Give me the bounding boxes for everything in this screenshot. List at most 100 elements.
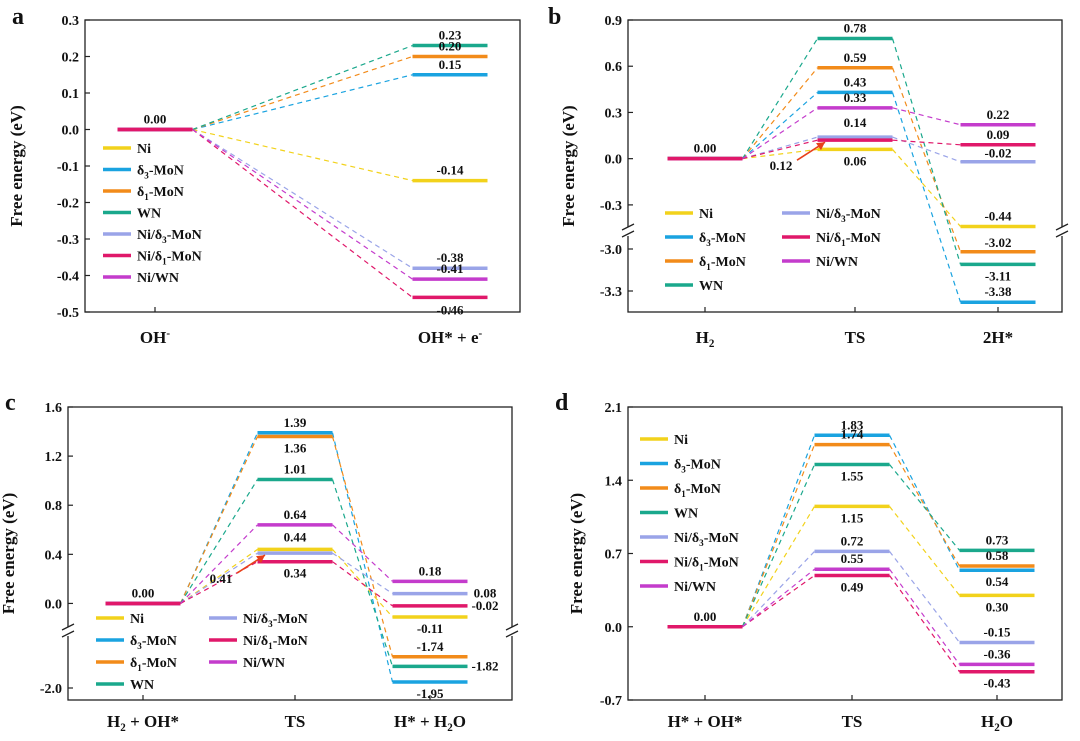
y-tick-label-a-1: 0.2 — [62, 51, 80, 66]
value-label-d-WN-1: 1.55 — [841, 469, 864, 484]
axis-break-mark-b-0b — [621, 230, 635, 238]
connector-c-δ1-MoN-0 — [179, 436, 259, 604]
value-label-b-Ni/δ3-MoN-1: 0.14 — [844, 115, 867, 130]
value-label-d-Ni-1: 1.15 — [841, 510, 864, 525]
y-tick-label-a-6: -0.3 — [57, 233, 79, 248]
legend-label-b-2: δ1-MoN — [699, 255, 746, 272]
legend-label-b-3: WN — [699, 279, 723, 294]
state-label-d-2: H2O — [981, 712, 1013, 734]
value-label-d-δ3-MoN-2: 0.54 — [986, 574, 1009, 589]
connector-b-Ni-1 — [892, 149, 961, 227]
connector-b-Ni/WN-0 — [742, 107, 818, 160]
connector-c-Ni/WN-0 — [180, 524, 258, 604]
value-label-c-δ3-MoN-1: 1.39 — [284, 415, 307, 430]
connector-b-Ni-0 — [742, 148, 818, 160]
connector-a-WN-0 — [192, 44, 413, 131]
value-label-b-δ3-MoN-2: -3.38 — [984, 284, 1012, 299]
y-tick-label-d-0: 2.1 — [605, 401, 623, 416]
connector-d-δ3-MoN-0 — [741, 435, 816, 627]
state-label-d-0: H* + OH* — [668, 712, 743, 731]
legend-label-d-4: Ni/δ3-MoN — [674, 531, 739, 548]
y-tick-label-b-4: -0.3 — [600, 199, 622, 214]
state-label-c-1: TS — [285, 712, 306, 731]
connector-b-δ1-MoN-1 — [891, 67, 962, 253]
y-tick-label-a-8: -0.5 — [57, 306, 79, 321]
panel-letter-b: b — [548, 4, 561, 30]
connector-c-Ni/δ1-MoN-1 — [332, 561, 393, 607]
y-tick-label-a-0: 0.3 — [62, 14, 80, 29]
legend-label-a-6: Ni/WN — [137, 271, 179, 286]
legend-label-d-6: Ni/WN — [674, 580, 716, 595]
connector-b-WN-1 — [891, 38, 962, 265]
connector-b-Ni/WN-1 — [892, 107, 961, 126]
axis-break-mark-c-1b — [505, 630, 519, 638]
connector-b-δ1-MoN-0 — [742, 67, 818, 160]
y-tick-label-b-1: 0.6 — [605, 60, 623, 75]
y-axis-title-c: Free energy (eV) — [0, 493, 18, 614]
connector-d-δ1-MoN-1 — [888, 444, 961, 567]
connector-c-δ1-MoN-1 — [331, 436, 394, 657]
connector-a-Ni/δ1-MoN-0 — [192, 129, 413, 298]
axis-break-mark-c-0a — [61, 623, 75, 631]
legend-label-c-5: Ni/δ1-MoN — [243, 634, 308, 651]
legend-label-b-5: Ni/δ1-MoN — [816, 231, 881, 248]
legend-label-c-3: WN — [130, 678, 154, 693]
axis-break-mark-b-1a — [1055, 223, 1069, 231]
connector-b-Ni/δ1-MoN-0 — [742, 139, 818, 160]
connector-d-Ni-1 — [889, 506, 960, 596]
connector-c-WN-0 — [179, 479, 259, 604]
connector-b-δ3-MoN-1 — [891, 92, 962, 303]
y-axis-title-d: Free energy (eV) — [567, 493, 586, 614]
state-label-b-2: 2H* — [983, 328, 1013, 347]
value-label-b-Ni/WN-2: 0.22 — [987, 107, 1010, 122]
connector-b-δ3-MoN-0 — [742, 91, 818, 160]
axis-break-mask-right-c — [508, 627, 516, 636]
value-label-b-δ1-MoN-2: -3.02 — [984, 235, 1011, 250]
connector-b-WN-0 — [741, 38, 819, 159]
state-label-b-1: TS — [845, 328, 866, 347]
connector-c-Ni-0 — [180, 548, 258, 604]
value-label-b-δ1-MoN-1: 0.59 — [844, 50, 867, 65]
axis-break-mark-b-1b — [1055, 230, 1069, 238]
value-label-b-WN-1: 0.78 — [844, 20, 867, 35]
value-label-b-Ni/δ3-MoN-2: -0.02 — [984, 146, 1011, 161]
y-tick-label-c-4: 0.0 — [45, 597, 63, 612]
y-tick-label-c-1: 1.2 — [45, 450, 63, 465]
annotation-label-c: 0.41 — [210, 571, 233, 586]
y-tick-label-d-2: 0.7 — [605, 548, 623, 563]
value-label-b-Ni-2: -0.44 — [984, 208, 1012, 223]
value-label-d-δ1-MoN-2: 0.58 — [986, 548, 1009, 563]
state-label-c-0: H2 + OH* — [107, 712, 179, 734]
connector-c-WN-1 — [331, 479, 394, 667]
y-axis-title-b: Free energy (eV) — [559, 105, 578, 226]
start-value-label-d: 0.00 — [694, 609, 717, 624]
state-label-a-0: OH- — [140, 328, 170, 347]
axis-break-mask-right-b — [1058, 227, 1066, 236]
value-label-b-WN-2: -3.11 — [985, 268, 1011, 283]
connector-c-Ni/δ3-MoN-1 — [332, 552, 393, 595]
value-label-c-Ni/δ3-MoN-2: 0.08 — [474, 586, 497, 601]
connector-a-δ1-MoN-0 — [192, 55, 413, 131]
value-label-c-δ3-MoN-2: -1.95 — [416, 686, 444, 701]
plot-frame-c — [67, 406, 513, 701]
y-tick-label-b-6: -3.3 — [600, 285, 622, 300]
y-tick-label-a-4: -0.1 — [57, 160, 79, 175]
state-label-b-0: H2 — [696, 328, 715, 350]
value-label-b-δ3-MoN-1: 0.43 — [844, 74, 867, 89]
connector-d-Ni/δ1-MoN-1 — [889, 575, 960, 673]
y-tick-label-b-5: -3.0 — [600, 243, 622, 258]
panel-letter-d: d — [555, 390, 569, 416]
value-label-a-δ3-MoN-1: 0.15 — [439, 57, 462, 72]
y-tick-label-c-5: -2.0 — [40, 682, 62, 697]
axis-break-mask-left-b — [624, 227, 632, 236]
value-label-b-Ni/WN-1: 0.33 — [844, 90, 867, 105]
connector-d-Ni-0 — [741, 506, 816, 628]
legend-label-a-2: δ1-MoN — [137, 185, 184, 202]
value-label-d-δ1-MoN-1: 1.74 — [841, 427, 864, 442]
connector-d-Ni/δ1-MoN-0 — [742, 574, 815, 628]
connector-d-δ1-MoN-0 — [741, 444, 816, 627]
legend-label-d-2: δ1-MoN — [674, 482, 721, 499]
y-tick-label-a-7: -0.4 — [57, 270, 79, 285]
legend-label-c-4: Ni/δ3-MoN — [243, 612, 308, 629]
